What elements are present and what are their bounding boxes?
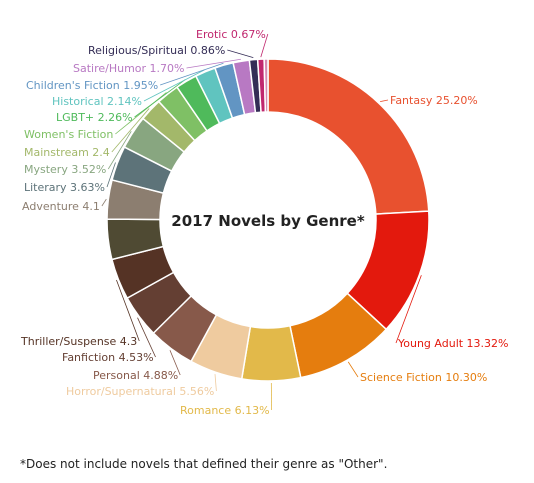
slice-label-14: LGBT+ 2.26% — [56, 111, 133, 124]
slice-label-18: Religious/Spiritual 0.86% — [88, 44, 225, 57]
leader-line-1 — [395, 275, 422, 344]
leader-line-9 — [101, 198, 107, 207]
leader-line-16 — [160, 62, 224, 86]
leader-line-4 — [214, 374, 217, 392]
slice-label-6: Fanfiction 4.53% — [62, 351, 154, 364]
slice-label-15: Historical 2.14% — [52, 95, 142, 108]
leader-line-17 — [186, 58, 241, 69]
leader-line-7 — [116, 279, 140, 342]
slice-label-17: Satire/Humor 1.70% — [73, 62, 185, 75]
leader-line-18 — [227, 49, 254, 59]
leader-line-5 — [169, 350, 181, 376]
slice-label-1: Young Adult 13.32% — [397, 337, 509, 350]
slice-0 — [267, 58, 430, 215]
slice-label-7: Thriller/Suspense 4.3 — [20, 335, 137, 348]
footnote: *Does not include novels that defined th… — [20, 457, 388, 471]
slice-label-19: Erotic 0.67% — [196, 28, 266, 41]
slices-group — [106, 58, 430, 382]
leader-line-10 — [106, 162, 116, 188]
leader-line-19 — [260, 33, 269, 58]
slice-label-3: Romance 6.13% — [180, 404, 270, 417]
slice-label-11: Mystery 3.52% — [24, 163, 106, 176]
leader-lines-group — [101, 33, 422, 411]
labels-group: Fantasy 25.20% Young Adult 13.32% Science … — [20, 28, 509, 417]
slice-label-0: Fantasy 25.20% — [390, 94, 478, 107]
slice-label-4: Horror/Supernatural 5.56% — [66, 385, 214, 398]
slice-label-12: Mainstream 2.4 — [24, 146, 110, 159]
leader-line-14 — [134, 79, 186, 118]
slice-label-2: Science Fiction 10.30% — [360, 371, 487, 384]
leader-line-11 — [107, 131, 132, 170]
chart-title: 2017 Novels by Genre* — [171, 212, 365, 230]
leader-line-2 — [347, 361, 359, 378]
slice-label-10: Literary 3.63% — [24, 181, 105, 194]
leader-line-0 — [379, 99, 389, 103]
slice-label-5: Personal 4.88% — [93, 369, 178, 382]
slice-label-16: Children's Fiction 1.95% — [26, 79, 158, 92]
leader-line-12 — [111, 108, 150, 153]
slice-label-9: Adventure 4.1 — [22, 200, 100, 213]
slice-20 — [263, 58, 269, 113]
slice-label-13: Women's Fiction — [24, 128, 113, 141]
leader-line-15 — [143, 69, 205, 102]
slice-3 — [240, 324, 302, 382]
leader-line-6 — [137, 317, 156, 358]
